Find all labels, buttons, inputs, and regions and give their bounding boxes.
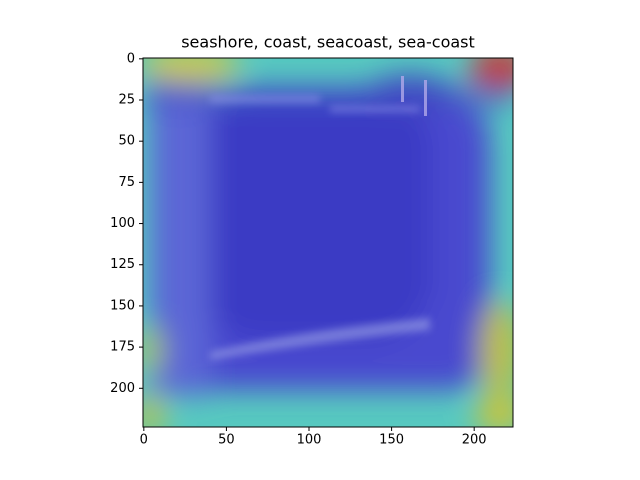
chart-title: seashore, coast, seacoast, sea-coast — [181, 33, 475, 52]
y-tick-label: 100 — [110, 216, 135, 231]
x-tick-label: 100 — [297, 433, 322, 448]
y-tick-label: 75 — [118, 175, 135, 190]
y-tick-label: 25 — [118, 93, 135, 108]
axes-frame — [142, 57, 514, 428]
y-tick-label: 200 — [110, 381, 135, 396]
y-tick-label: 125 — [110, 257, 135, 272]
x-tick-label: 200 — [462, 433, 487, 448]
y-tick-label: 150 — [110, 298, 135, 313]
x-tick-label: 150 — [379, 433, 404, 448]
y-tick-label: 0 — [127, 51, 135, 66]
y-tick-label: 50 — [118, 134, 135, 149]
x-tick-label: 0 — [140, 433, 148, 448]
x-tick-label: 50 — [218, 433, 235, 448]
heatmap-image — [143, 58, 513, 427]
y-tick-label: 175 — [110, 340, 135, 355]
